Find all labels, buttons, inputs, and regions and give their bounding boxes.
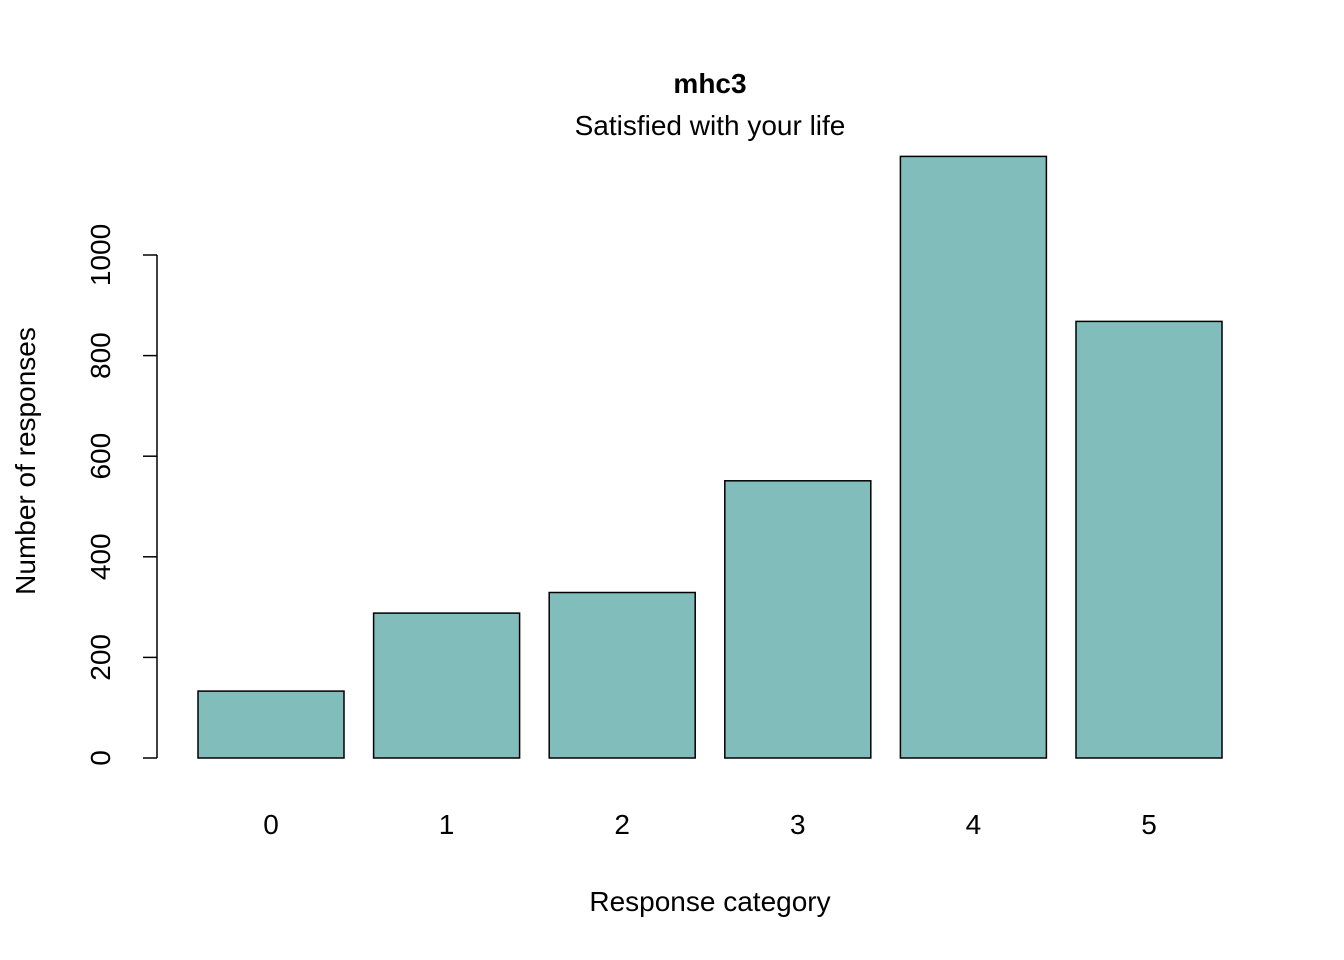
bar-5: [1075, 320, 1223, 759]
y-tick-label: 0: [85, 750, 116, 766]
x-tick-label: 2: [614, 809, 630, 840]
y-tick-label: 1000: [85, 224, 116, 286]
y-axis-label: Number of responses: [10, 327, 41, 595]
chart-subtitle: Satisfied with your life: [575, 110, 846, 141]
bars-group: [197, 155, 1223, 759]
y-tick-label: 400: [85, 533, 116, 580]
bar-3: [724, 480, 872, 759]
x-tick-label: 1: [439, 809, 455, 840]
x-tick-label: 3: [790, 809, 806, 840]
chart-title: mhc3: [673, 68, 746, 99]
y-tick-label: 200: [85, 634, 116, 681]
x-tick-label: 4: [966, 809, 982, 840]
x-tick-labels: 0 1 2 3 4 5: [263, 809, 1157, 840]
bar-1: [372, 612, 521, 759]
y-tick-label: 600: [85, 433, 116, 480]
bar-4: [899, 155, 1048, 759]
x-tick-label: 5: [1141, 809, 1157, 840]
x-tick-label: 0: [263, 809, 279, 840]
y-axis: 0 200 400 600 800 1000: [85, 224, 158, 766]
bar-0: [197, 690, 345, 759]
x-axis-label: Response category: [589, 886, 830, 917]
y-tick-label: 800: [85, 332, 116, 379]
bar-2: [548, 591, 696, 759]
